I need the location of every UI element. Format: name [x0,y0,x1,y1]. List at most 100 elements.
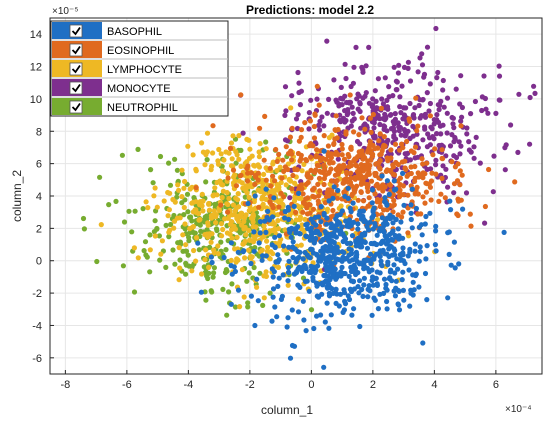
data-point [353,44,359,51]
data-point [240,249,246,255]
data-point [447,198,453,204]
data-point [274,185,280,191]
data-point [235,191,241,197]
data-point [372,170,378,177]
data-point [218,151,224,157]
data-point [296,204,302,210]
data-point [291,343,298,349]
data-point [463,190,470,196]
data-point [158,251,164,257]
legend-item-eosinophil[interactable]: EOSINOPHIL [51,39,228,58]
data-point [260,302,266,308]
data-point [308,175,314,181]
data-point [440,77,446,84]
data-point [283,182,289,188]
data-point [330,274,336,280]
legend-item-basophil[interactable]: BASOPHIL [52,22,162,39]
data-point [94,258,100,265]
data-point [204,157,210,163]
legend-checkbox[interactable] [69,43,83,57]
legend-item-neutrophil[interactable]: NEUTROPHIL [51,96,228,115]
data-point [341,156,348,162]
data-point [181,212,187,218]
data-point [416,174,422,180]
data-point [261,171,267,177]
data-point [515,149,521,155]
data-point [321,212,327,218]
data-point [185,209,191,215]
data-point [335,156,341,162]
data-point [263,177,269,183]
data-point [339,146,345,152]
legend-checkbox[interactable] [69,24,83,38]
data-point [242,238,248,244]
data-point [380,144,386,150]
data-point [398,132,404,138]
data-point [308,97,314,103]
data-point [413,271,419,277]
data-point [402,133,408,139]
data-point [210,123,216,129]
data-point [372,88,378,94]
data-point [314,283,320,289]
data-point [372,221,378,227]
data-point [527,141,533,147]
data-point [360,95,366,101]
data-point [384,298,390,305]
legend-item-lymphocyte[interactable]: LYMPHOCYTE [51,58,228,77]
data-point [293,230,299,236]
data-point [349,233,356,239]
data-point [449,114,455,121]
data-point [245,304,251,310]
data-point [442,195,448,201]
data-point [303,196,309,202]
data-point [368,260,374,267]
data-point [433,228,439,234]
data-point [376,185,382,191]
data-point [401,127,407,133]
data-point [310,206,317,212]
data-point [457,101,463,107]
data-point [277,164,283,170]
y-tick-label: 8 [36,126,42,138]
data-point [391,197,397,204]
data-point [267,189,273,195]
data-point [450,121,456,127]
data-point [366,195,372,201]
data-point [177,257,183,263]
data-point [257,219,263,225]
data-point [383,233,389,239]
data-point [260,253,266,259]
data-point [395,161,401,168]
data-point [250,219,256,225]
data-point [458,73,464,79]
data-point [245,178,251,184]
data-point [228,301,234,307]
data-point [235,287,242,293]
data-point [392,141,399,147]
data-point [287,195,293,201]
data-point [407,135,413,142]
data-point [290,239,296,245]
data-point [342,93,348,99]
data-point [220,226,226,233]
x-tick-label: -8 [60,379,70,391]
data-point [424,243,430,249]
data-point [267,290,273,296]
legend-checkbox[interactable] [69,62,83,76]
data-point [316,175,323,181]
data-point [313,222,319,228]
data-point [458,118,464,124]
data-point [312,270,318,276]
data-point [212,185,218,191]
data-point [172,156,178,162]
data-point [282,215,288,221]
data-point [351,129,357,135]
legend-checkbox[interactable] [69,81,83,95]
data-point [165,213,171,219]
legend-checkbox[interactable] [69,100,83,114]
data-point [322,256,328,262]
legend-item-monocyte[interactable]: MONOCYTE [51,77,228,96]
data-point [140,206,146,212]
data-point [246,137,252,143]
